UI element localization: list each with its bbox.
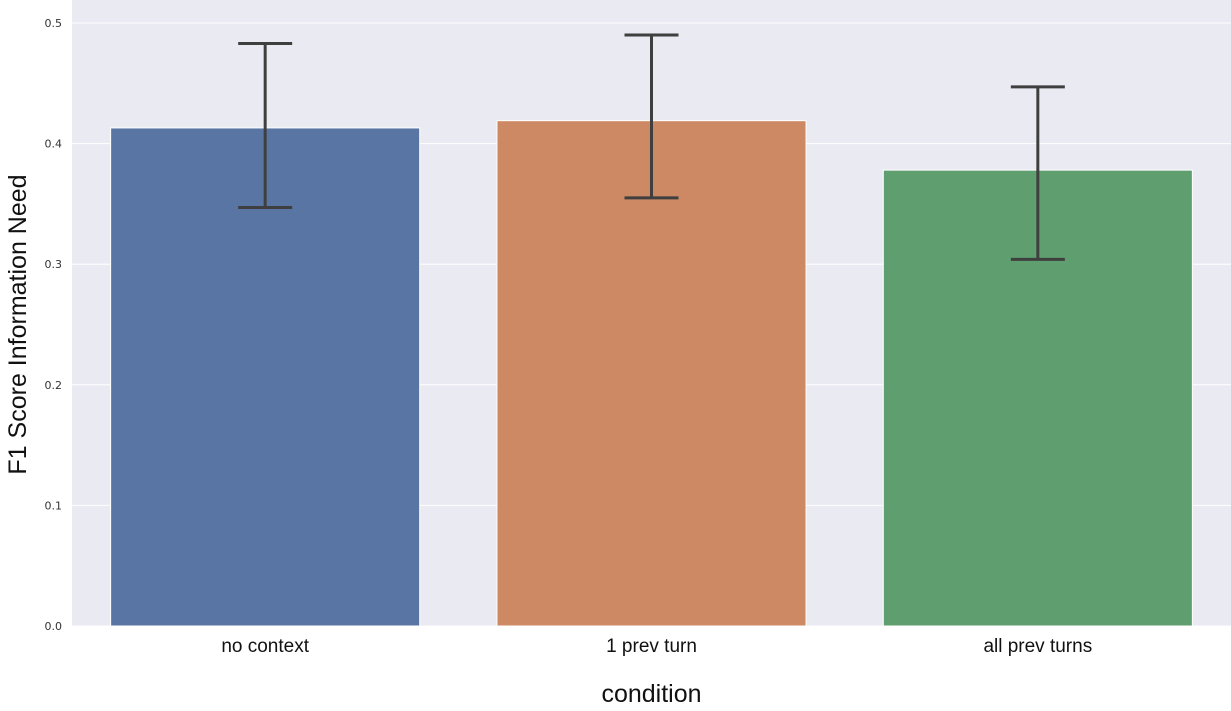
error-bar — [238, 42, 293, 210]
x-tick-label: 1 prev turn — [606, 636, 697, 657]
error-bar — [1010, 85, 1065, 261]
bar — [110, 127, 421, 627]
y-tick-labels: 0.0 0.1 0.2 0.3 0.4 0.5 — [45, 17, 63, 633]
y-tick-label: 0.4 — [45, 138, 63, 151]
y-tick-label: 0.3 — [45, 258, 63, 271]
y-tick-label: 0.2 — [45, 379, 63, 392]
y-tick-label: 0.5 — [45, 17, 63, 30]
bars — [110, 120, 1193, 627]
error-bar — [624, 33, 679, 200]
y-tick-label: 0.1 — [45, 499, 63, 512]
bar — [496, 120, 807, 627]
x-tick-labels: no context 1 prev turn all prev turns — [221, 636, 1092, 657]
error-bars — [238, 33, 1065, 261]
x-axis-title: condition — [601, 680, 701, 708]
x-tick-label: no context — [221, 636, 309, 657]
y-axis-title: F1 Score Information Need — [4, 174, 32, 474]
y-tick-label: 0.0 — [45, 620, 63, 633]
x-tick-label: all prev turns — [983, 636, 1092, 657]
